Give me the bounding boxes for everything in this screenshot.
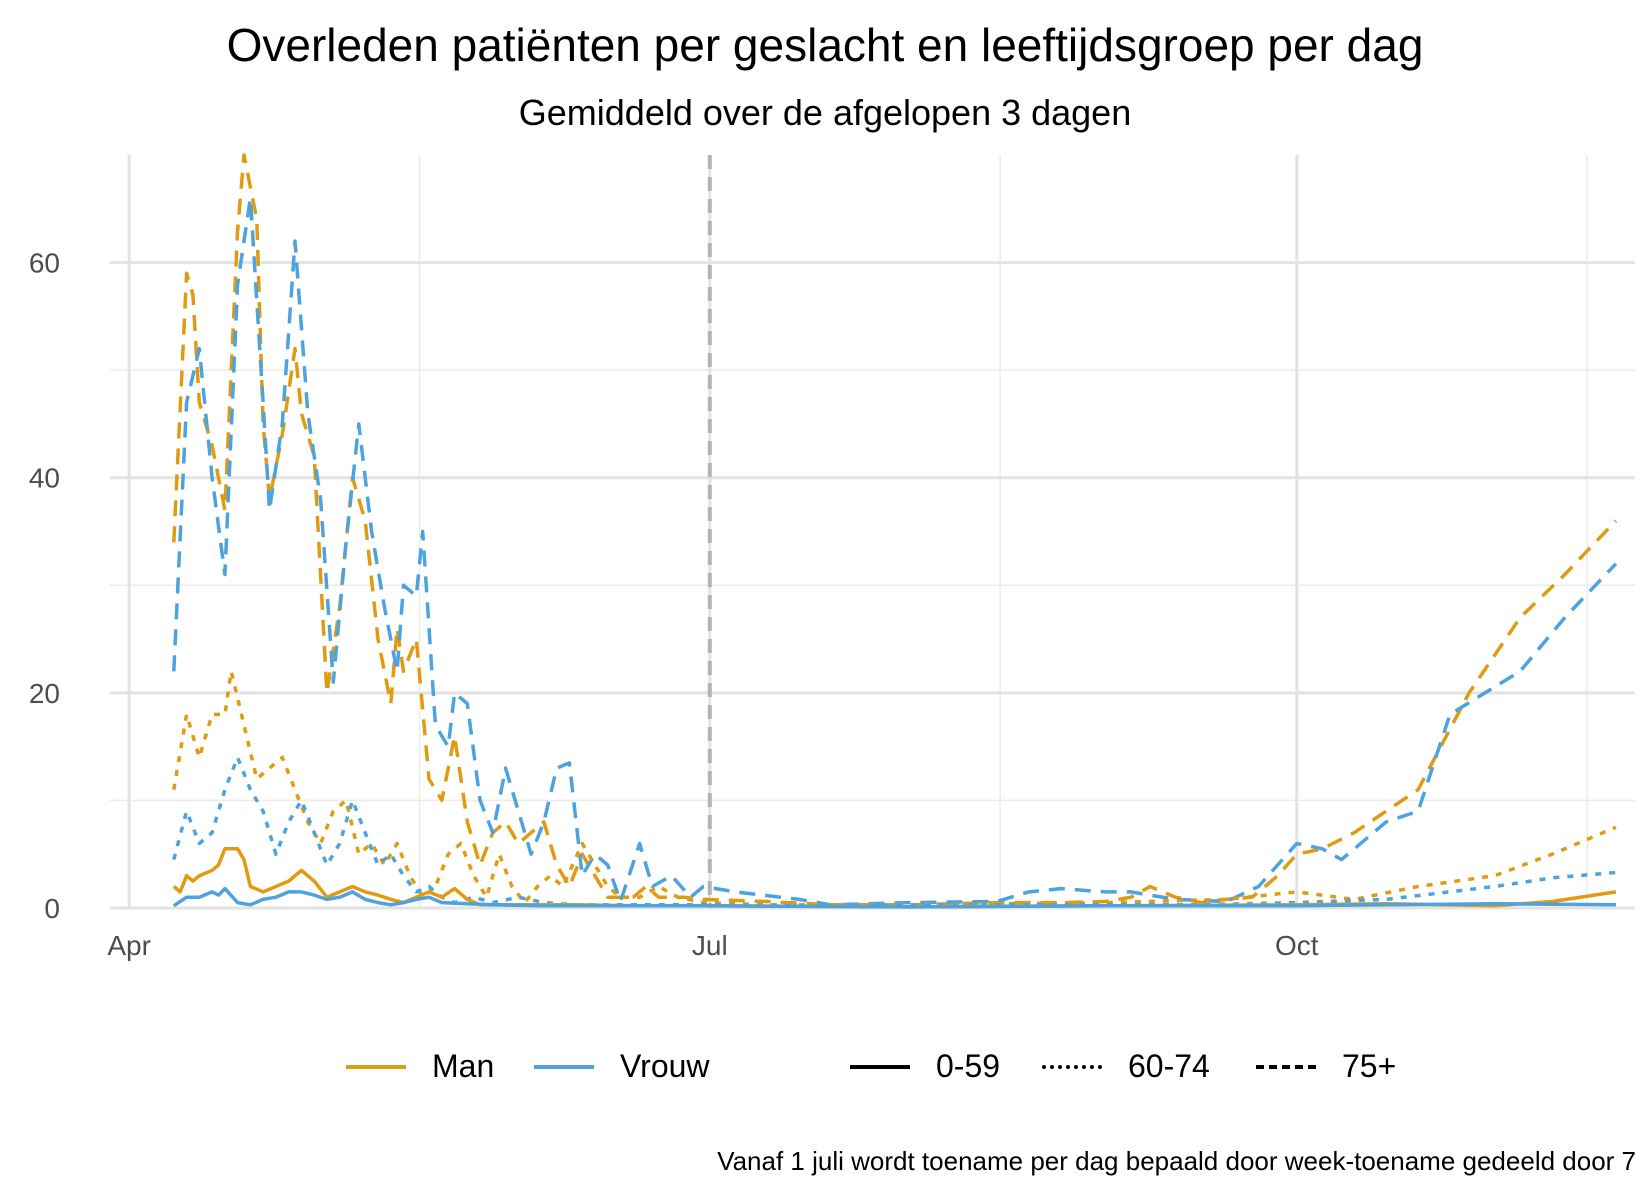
- legend-key-dashed: [1256, 1064, 1316, 1069]
- y-axis-ticks: 0 20 40 60: [29, 248, 60, 924]
- x-tick-label: Apr: [107, 930, 151, 961]
- legend-label-0-59: 0-59: [936, 1048, 1001, 1084]
- legend-item-man: Man: [346, 1048, 494, 1085]
- legend-label-vrouw: Vrouw: [620, 1048, 710, 1084]
- legend-item-vrouw: Vrouw: [534, 1048, 710, 1085]
- series-lines: [172, 153, 1618, 909]
- x-tick-label: Oct: [1275, 930, 1319, 961]
- minor-gridlines: [110, 155, 1635, 908]
- y-tick-label: 0: [44, 893, 60, 924]
- legend-key-dotted: [1042, 1064, 1102, 1069]
- major-gridlines: [110, 155, 1635, 910]
- chart-caption: Vanaf 1 juli wordt toename per dag bepaa…: [717, 1146, 1636, 1176]
- series-line-man-60-74: [172, 669, 1617, 907]
- chart-subtitle: Gemiddeld over de afgelopen 3 dagen: [518, 92, 1132, 133]
- legend-key-vrouw: [534, 1064, 594, 1069]
- legend-item-0-59: 0-59: [850, 1048, 1000, 1085]
- legend-label-75plus: 75+: [1342, 1048, 1397, 1084]
- y-tick-label: 60: [29, 248, 60, 279]
- legend-key-man: [346, 1064, 406, 1069]
- chart-title: Overleden patiënten per geslacht en leef…: [226, 19, 1424, 71]
- y-tick-label: 20: [29, 678, 60, 709]
- series-line-vrouw-75plus: [172, 196, 1618, 907]
- legend-key-solid: [850, 1064, 910, 1069]
- legend-label-60-74: 60-74: [1128, 1048, 1210, 1084]
- legend-item-75plus: 75+: [1256, 1048, 1396, 1085]
- series-line-vrouw-60-74: [172, 755, 1617, 908]
- line-chart: 0 20 40 60 Apr Jul Oct: [29, 153, 1635, 961]
- x-tick-label: Jul: [692, 930, 728, 961]
- x-axis-ticks: Apr Jul Oct: [107, 930, 1318, 961]
- series-line-man-75plus: [172, 153, 1618, 907]
- legend-item-60-74: 60-74: [1042, 1048, 1210, 1085]
- legend: Man Vrouw 0-59 60-74 75+: [0, 1048, 1650, 1088]
- series-line-vrouw-0-59: [172, 886, 1616, 909]
- y-tick-label: 40: [29, 463, 60, 494]
- legend-label-man: Man: [432, 1048, 495, 1084]
